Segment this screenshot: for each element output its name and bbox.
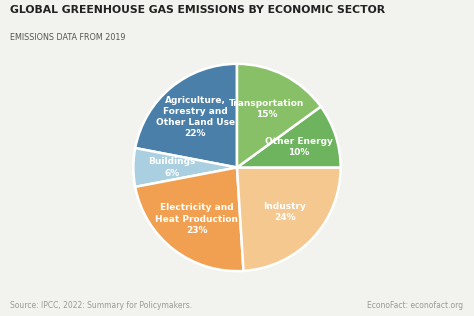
Text: Buildings
6%: Buildings 6% bbox=[148, 157, 195, 178]
Text: EconoFact: econofact.org: EconoFact: econofact.org bbox=[367, 301, 464, 310]
Wedge shape bbox=[133, 148, 237, 187]
Text: Agriculture,
Forestry and
Other Land Use
22%: Agriculture, Forestry and Other Land Use… bbox=[156, 96, 235, 138]
Text: Electricity and
Heat Production
23%: Electricity and Heat Production 23% bbox=[155, 204, 238, 235]
Text: Other Energy
10%: Other Energy 10% bbox=[265, 137, 333, 157]
Text: Industry
24%: Industry 24% bbox=[263, 202, 306, 222]
Wedge shape bbox=[237, 64, 321, 167]
Text: GLOBAL GREENHOUSE GAS EMISSIONS BY ECONOMIC SECTOR: GLOBAL GREENHOUSE GAS EMISSIONS BY ECONO… bbox=[10, 5, 385, 15]
Wedge shape bbox=[135, 167, 244, 271]
Wedge shape bbox=[237, 167, 341, 271]
Wedge shape bbox=[237, 106, 341, 167]
Text: Transportation
15%: Transportation 15% bbox=[229, 99, 304, 119]
Wedge shape bbox=[135, 64, 237, 167]
Text: EMISSIONS DATA FROM 2019: EMISSIONS DATA FROM 2019 bbox=[10, 33, 126, 42]
Text: Source: IPCC, 2022: Summary for Policymakers.: Source: IPCC, 2022: Summary for Policyma… bbox=[10, 301, 192, 310]
